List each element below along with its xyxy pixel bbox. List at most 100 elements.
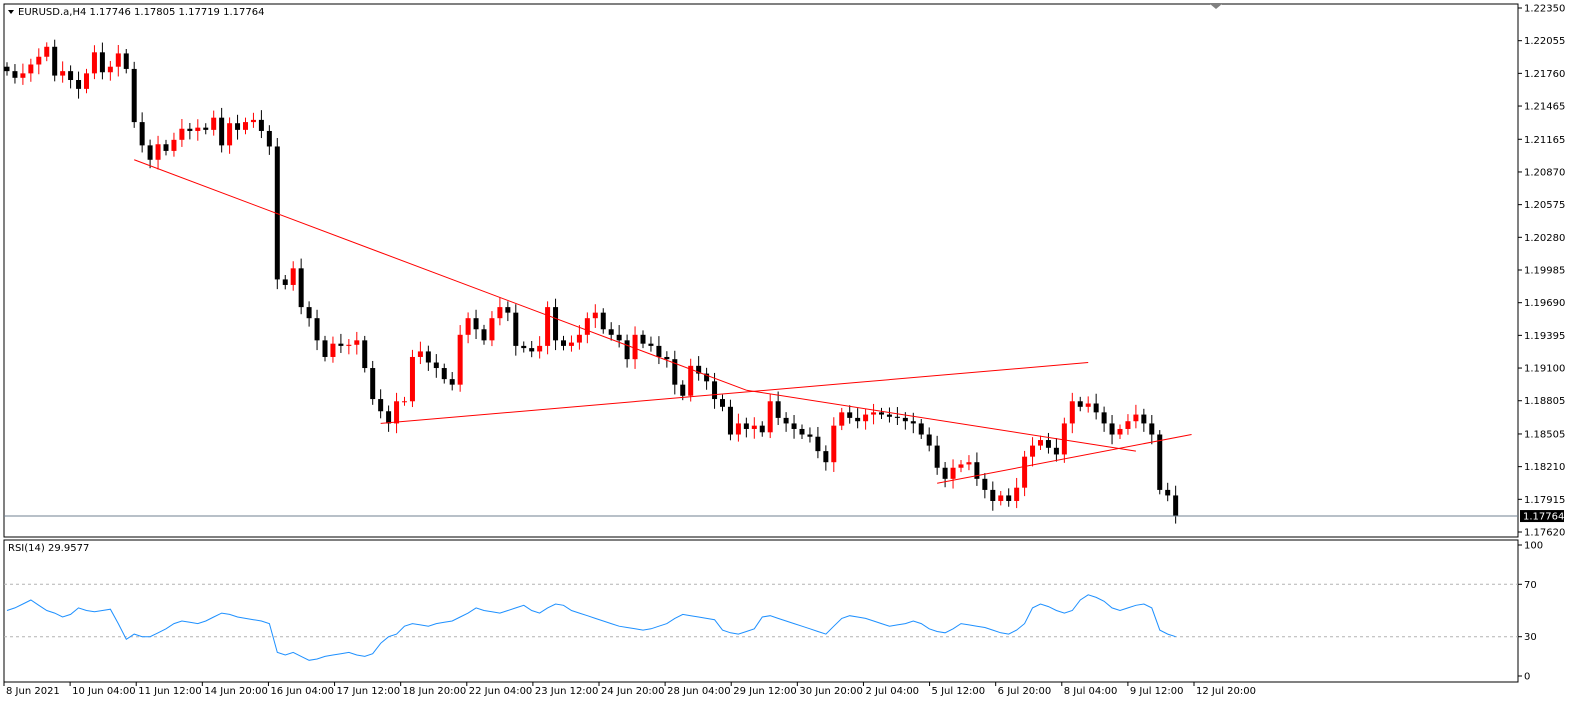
candle-body xyxy=(624,340,630,360)
candle-body xyxy=(409,356,415,402)
candle-body xyxy=(942,467,948,479)
candle-body xyxy=(910,421,916,424)
candle-body xyxy=(155,144,161,160)
candle-body xyxy=(934,445,940,468)
candle-body xyxy=(187,128,193,131)
candle-body xyxy=(513,312,519,346)
time-tick-label: 5 Jul 12:00 xyxy=(932,686,986,697)
candle-body xyxy=(314,318,320,341)
candle-body xyxy=(767,401,773,433)
candle-body xyxy=(982,478,988,490)
candle-body xyxy=(1085,403,1091,407)
candle-body xyxy=(855,417,861,422)
candle-body xyxy=(902,417,908,422)
candle-body xyxy=(179,128,185,140)
candle-body xyxy=(640,334,646,344)
candle-body xyxy=(648,343,654,346)
candle-body xyxy=(1101,412,1107,424)
candle-body xyxy=(974,462,980,479)
time-tick-label: 14 Jun 20:00 xyxy=(204,686,268,697)
candle-body xyxy=(433,362,439,369)
rsi-tick-label: 100 xyxy=(1524,541,1543,552)
rsi-line xyxy=(6,594,1176,661)
candle-body xyxy=(886,414,892,417)
candle-body xyxy=(576,334,582,343)
time-tick-label: 30 Jun 20:00 xyxy=(799,686,863,697)
candle-body xyxy=(28,64,34,74)
price-tick-label: 1.20280 xyxy=(1524,233,1565,244)
candle-body xyxy=(839,412,845,426)
time-tick-label: 16 Jun 04:00 xyxy=(270,686,334,697)
candle-body xyxy=(823,451,829,463)
candle-body xyxy=(417,351,423,357)
time-tick-label: 28 Jun 04:00 xyxy=(667,686,731,697)
price-tick-label: 1.21165 xyxy=(1524,135,1565,146)
candle-body xyxy=(1109,423,1115,435)
candle-body xyxy=(52,46,58,76)
candle-body xyxy=(1061,423,1067,455)
candle-body xyxy=(831,425,837,463)
candle-body xyxy=(203,127,209,130)
time-tick-label: 17 Jun 12:00 xyxy=(337,686,401,697)
candle-body xyxy=(529,348,535,352)
candle-body xyxy=(258,119,264,131)
candle-body xyxy=(131,68,137,123)
candle-body xyxy=(44,46,50,57)
bid-price-box xyxy=(1520,510,1564,523)
time-axis: 8 Jun 2021 10 Jun 04:00 11 Jun 12:00 14 Jun… xyxy=(3,682,1256,697)
trendline[interactable] xyxy=(746,389,1136,452)
trendline[interactable] xyxy=(134,159,747,391)
candle-body xyxy=(4,66,10,72)
rsi-label: RSI(14) 29.9577 xyxy=(8,543,89,554)
time-tick-label: 29 Jun 12:00 xyxy=(733,686,797,697)
candle-body xyxy=(712,381,718,400)
candle-body xyxy=(266,130,272,147)
candle-body xyxy=(568,342,574,346)
candle-body xyxy=(632,334,638,360)
candle-body xyxy=(1077,401,1083,407)
candle-body xyxy=(751,425,757,429)
candle-body xyxy=(425,351,431,363)
trendline[interactable] xyxy=(380,362,1089,424)
candle-body xyxy=(1157,434,1163,490)
candle-body xyxy=(1125,421,1131,429)
candle-body xyxy=(1006,495,1012,501)
candle-body xyxy=(616,334,622,341)
candle-body xyxy=(807,434,813,437)
candle-body xyxy=(879,412,884,415)
candle-body xyxy=(394,401,400,424)
candle-body xyxy=(847,412,853,418)
price-tick-label: 1.22055 xyxy=(1524,36,1565,47)
candle-body xyxy=(561,340,566,346)
candle-body xyxy=(473,318,479,330)
rsi-tick-label: 0 xyxy=(1524,672,1530,683)
candle-body xyxy=(243,122,248,130)
candle-body xyxy=(489,318,495,341)
candle-body xyxy=(998,495,1004,501)
time-tick-label: 23 Jun 12:00 xyxy=(535,686,599,697)
candle-body xyxy=(457,334,463,385)
candle-body xyxy=(727,406,733,435)
rsi-tick-label: 70 xyxy=(1524,580,1537,591)
price-tick-label: 1.20870 xyxy=(1524,167,1565,178)
price-tick-label: 1.18505 xyxy=(1524,429,1565,440)
candle-body xyxy=(362,340,368,369)
candle-body xyxy=(1141,414,1147,424)
candle-body xyxy=(330,343,336,357)
time-tick-label: 2 Jul 04:00 xyxy=(865,686,919,697)
candle-body xyxy=(966,462,972,465)
candle-body xyxy=(465,318,471,335)
candle-body xyxy=(115,53,121,67)
candle-body xyxy=(441,368,447,380)
candle-body xyxy=(235,123,241,130)
candle-body xyxy=(107,66,113,73)
candle-body xyxy=(274,146,280,280)
candle-body xyxy=(282,279,288,285)
triangle-down-icon[interactable] xyxy=(8,10,14,14)
candle-body xyxy=(1133,414,1139,422)
trendline[interactable] xyxy=(937,434,1192,484)
chart-shift-icon[interactable] xyxy=(1210,4,1222,9)
candle-body xyxy=(1117,428,1123,435)
candle-body xyxy=(1165,489,1171,496)
